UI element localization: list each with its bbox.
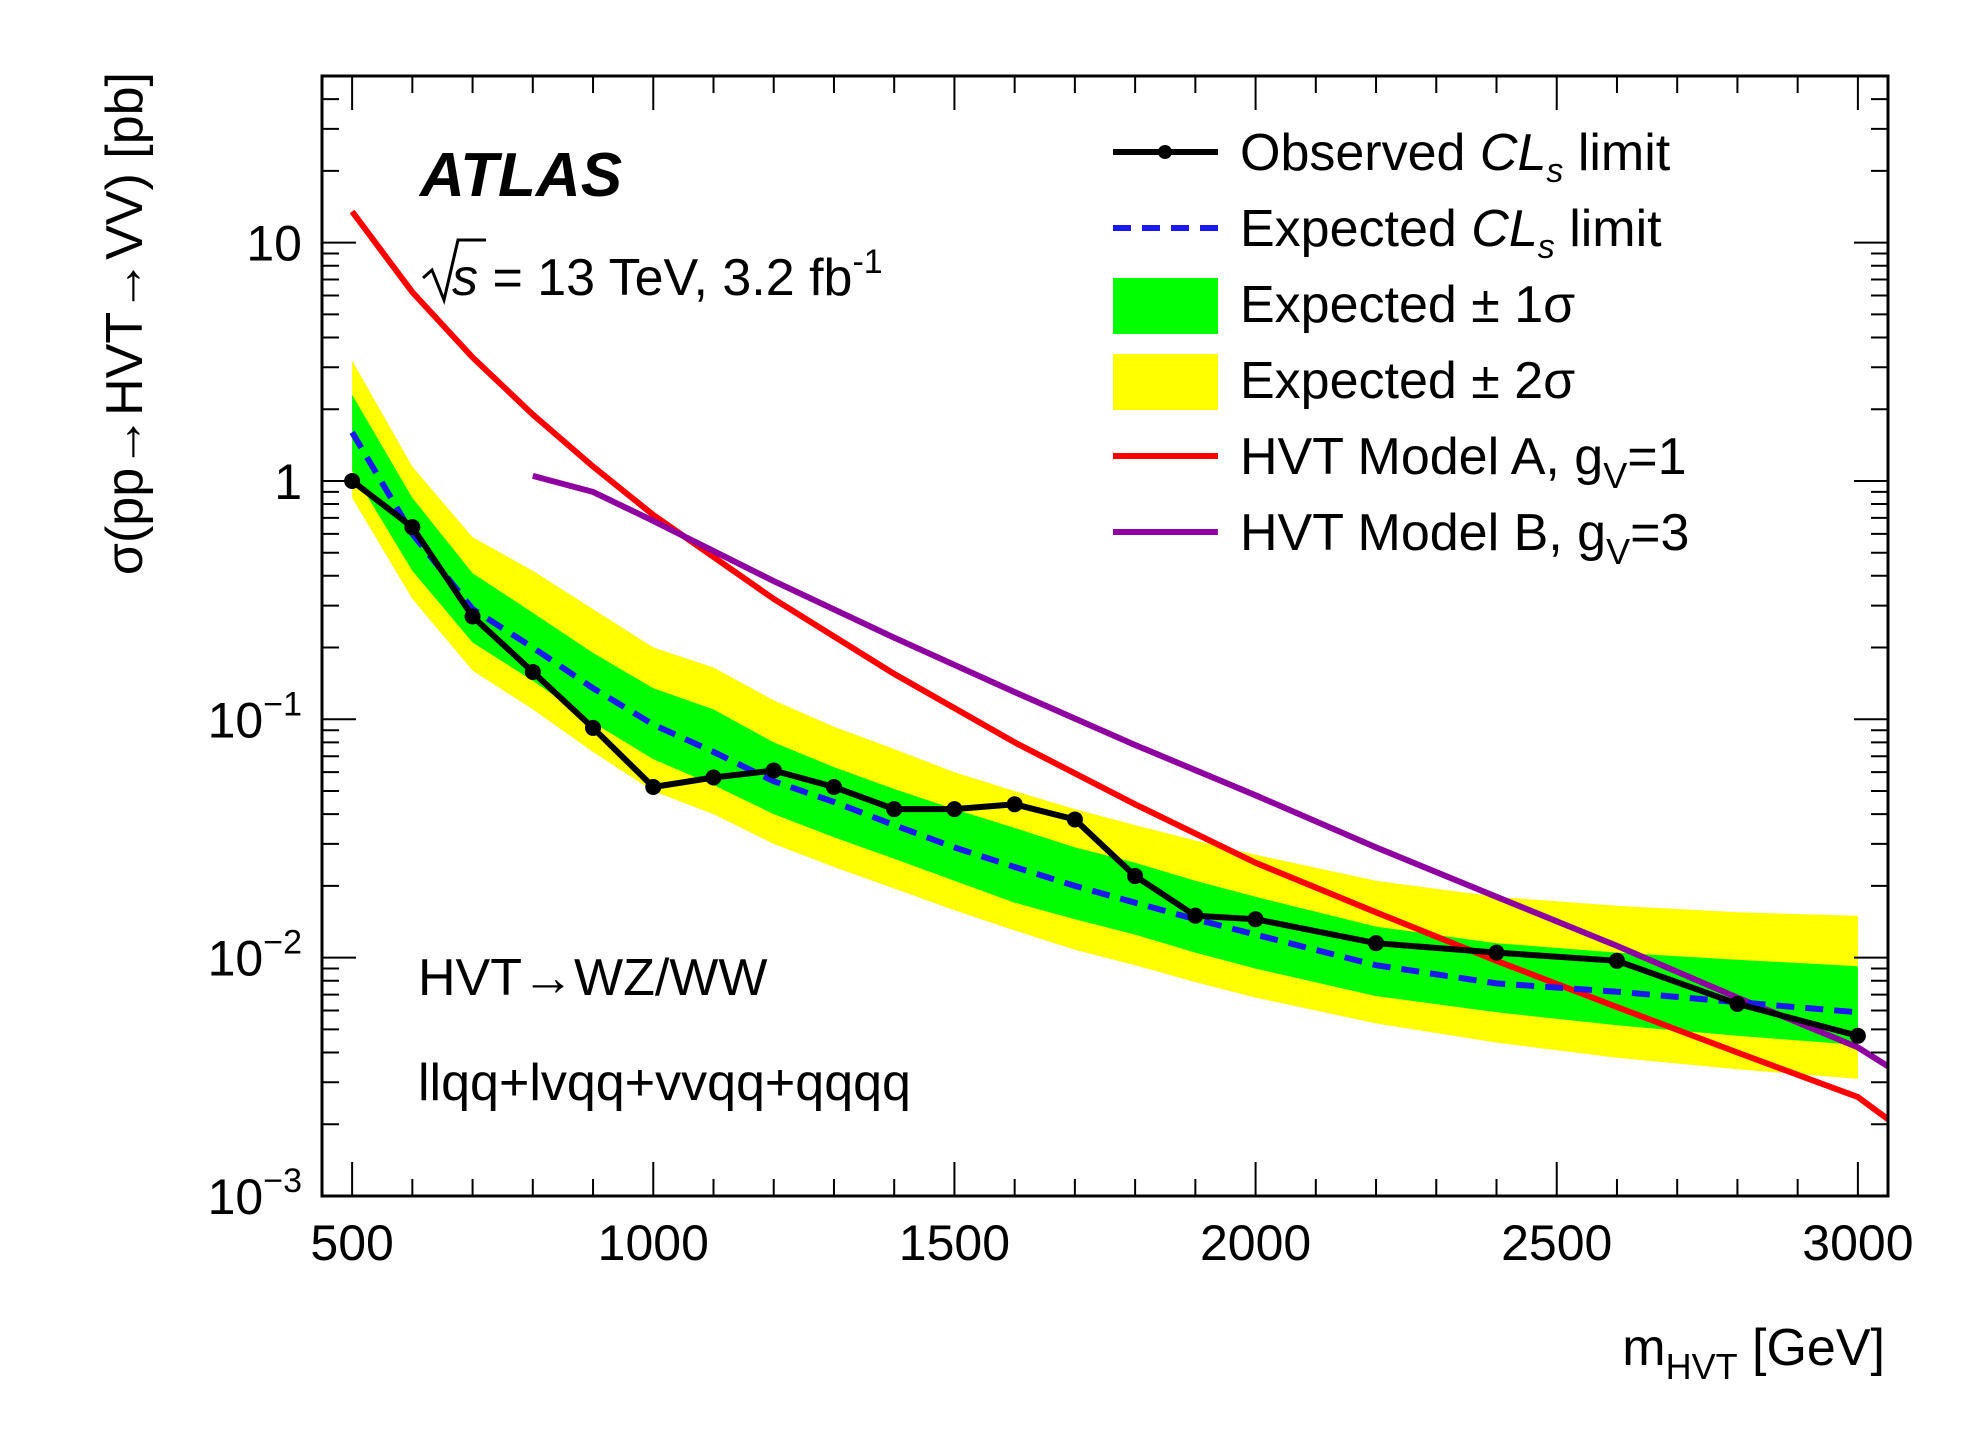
expected-2sigma-band xyxy=(352,360,1858,1079)
y-tick-label: 10−1 xyxy=(208,685,302,748)
observed-point xyxy=(1247,911,1264,928)
observed-point xyxy=(1849,1027,1866,1044)
observed-point xyxy=(1488,944,1505,961)
svg-text:Observed CLs limit: Observed CLs limit xyxy=(1240,124,1671,190)
legend-model-b: HVT Model B, gV=3 xyxy=(1113,504,1689,572)
plot-frame xyxy=(320,74,1890,1198)
x-tick-label: 3000 xyxy=(1802,1215,1913,1271)
x-tick-label: 2000 xyxy=(1200,1215,1311,1271)
channel-label: HVT→WZ/WW xyxy=(418,949,767,1007)
legend-band1: Expected ± 1σ xyxy=(1113,276,1575,334)
expected-limit-curve xyxy=(349,430,1859,1016)
y-tick-label: 10−2 xyxy=(208,924,302,987)
y-tick-label: 1 xyxy=(274,454,302,510)
axis-ticks xyxy=(322,75,1888,1197)
observed-point xyxy=(765,762,782,779)
curves xyxy=(344,209,1888,1122)
y-axis-title: σ(pp→HVT→VV) [pb] xyxy=(96,72,154,575)
legend-observed-marker xyxy=(1158,145,1172,159)
hvt-model-b-curve xyxy=(532,473,1888,1069)
hvt-model-a-curve xyxy=(349,209,1888,1122)
svg-text:Expected CLs limit: Expected CLs limit xyxy=(1240,200,1662,266)
observed-point xyxy=(645,778,662,795)
observed-point xyxy=(585,719,602,736)
observed-point xyxy=(705,769,722,786)
observed-point xyxy=(886,801,903,818)
y-tick-label: 10 xyxy=(246,216,302,272)
legend-observed: Observed CLs limit xyxy=(1113,124,1671,190)
observed-point xyxy=(1729,995,1746,1012)
x-axis-title: mHVT [GeV] xyxy=(1622,1319,1885,1387)
experiment-label: ATLAS xyxy=(418,141,622,210)
legend-model-a: HVT Model A, gV=1 xyxy=(1113,428,1687,496)
sqrt-icon xyxy=(422,238,486,305)
energy-label: s = 13 TeV, 3.2 fb-1 xyxy=(422,238,883,307)
svg-text:s = 13 TeV, 3.2 fb-1: s = 13 TeV, 3.2 fb-1 xyxy=(452,243,883,307)
legend: Observed CLs limit Expected CLs limit Ex… xyxy=(1113,124,1689,572)
svg-text:HVT Model B, gV=3: HVT Model B, gV=3 xyxy=(1240,504,1689,572)
legend-expected: Expected CLs limit xyxy=(1113,200,1662,266)
observed-point xyxy=(1127,868,1144,885)
legend-band2: Expected ± 2σ xyxy=(1113,352,1575,410)
x-tick-label: 2500 xyxy=(1501,1215,1612,1271)
observed-point xyxy=(1368,935,1385,952)
observed-point xyxy=(1187,907,1204,924)
observed-point xyxy=(404,519,421,536)
final-states-label: llqq+lvqq+vvqq+qqqq xyxy=(418,1054,911,1112)
observed-point xyxy=(464,608,481,625)
x-tick-label: 500 xyxy=(310,1215,393,1271)
y-tick-label: 10−3 xyxy=(208,1162,302,1225)
uncertainty-bands xyxy=(352,360,1858,1079)
y-tick-labels: 10−3 10−2 10−1 1 10 xyxy=(208,216,302,1225)
svg-text:Expected ± 1σ: Expected ± 1σ xyxy=(1240,276,1575,334)
observed-point xyxy=(524,663,541,680)
observed-limit-points xyxy=(344,472,1866,1044)
x-tick-labels: 500 1000 1500 2000 2500 3000 xyxy=(310,1215,1913,1271)
observed-point xyxy=(1006,796,1023,813)
observed-point xyxy=(1066,811,1083,828)
expected-1sigma-band xyxy=(352,394,1858,1045)
observed-point xyxy=(1608,952,1625,969)
svg-text:Expected ± 2σ: Expected ± 2σ xyxy=(1240,352,1575,410)
x-tick-label: 1500 xyxy=(899,1215,1010,1271)
x-tick-label: 1000 xyxy=(598,1215,709,1271)
observed-point xyxy=(946,801,963,818)
observed-point xyxy=(825,778,842,795)
svg-text:HVT Model A, gV=1: HVT Model A, gV=1 xyxy=(1240,428,1687,496)
